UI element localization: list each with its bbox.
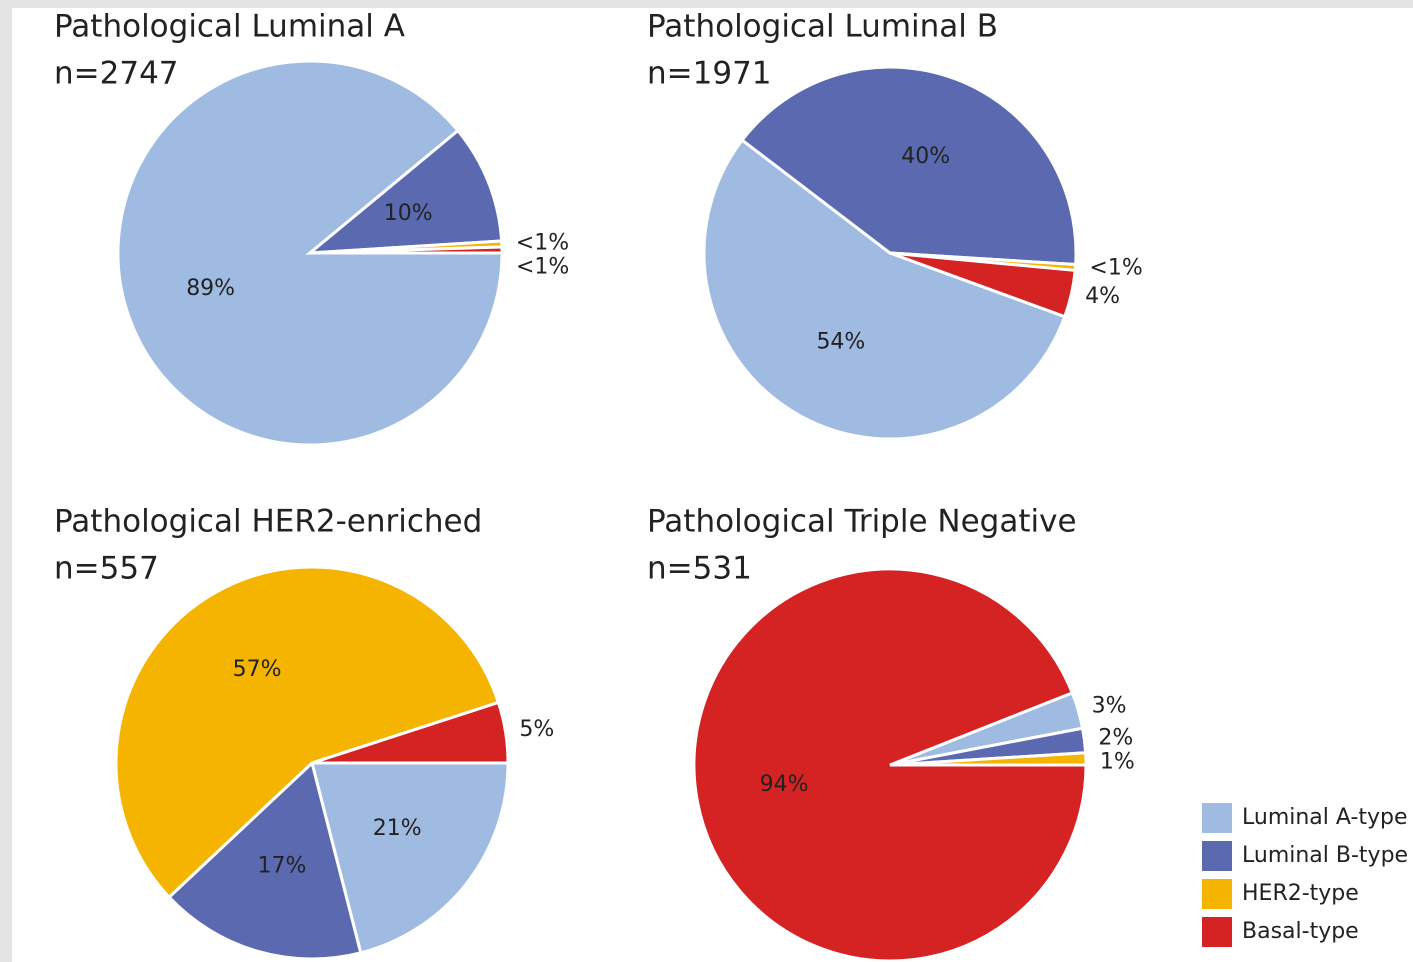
- value-label: 3%: [1092, 693, 1127, 718]
- value-label: <1%: [1089, 256, 1142, 281]
- value-label: 1%: [1100, 750, 1135, 775]
- value-label: 4%: [1085, 284, 1120, 309]
- value-label: 2%: [1098, 726, 1133, 751]
- value-label: 21%: [373, 816, 422, 841]
- pie-slice: [310, 761, 510, 955]
- pie-slice: [702, 138, 1067, 441]
- legend-label: Luminal A-type: [1242, 805, 1408, 830]
- legend-label: Luminal B-type: [1242, 843, 1408, 868]
- legend-label: Basal-type: [1242, 919, 1359, 944]
- chart-subtitle: n=1971: [647, 56, 772, 92]
- value-label: <1%: [516, 254, 569, 279]
- chart-title: Pathological HER2-enriched: [54, 504, 482, 540]
- pie-slice: [114, 565, 501, 900]
- chart-subtitle: n=531: [647, 551, 752, 587]
- value-label: 17%: [257, 854, 306, 879]
- value-label: 94%: [760, 772, 809, 797]
- chart-subtitle: n=557: [54, 551, 159, 587]
- value-label: 5%: [519, 717, 554, 742]
- chart-title: Pathological Luminal B: [647, 9, 998, 45]
- value-label: 57%: [233, 657, 282, 682]
- chart-title: Pathological Triple Negative: [647, 504, 1077, 540]
- pie-slice: [889, 251, 1077, 319]
- chart-title: Pathological Luminal A: [54, 9, 405, 45]
- pie-slice: [740, 65, 1078, 267]
- value-label: 54%: [816, 330, 865, 355]
- value-label: 40%: [901, 144, 950, 169]
- pie-slice: [167, 760, 363, 961]
- value-label: 89%: [186, 276, 235, 301]
- chart-subtitle: n=2747: [54, 56, 179, 92]
- legend-swatch: [1202, 841, 1232, 871]
- pie-slice: [311, 700, 510, 765]
- legend-label: HER2-type: [1242, 881, 1359, 906]
- legend-swatch: [1202, 803, 1232, 833]
- pie-slice: [692, 567, 1088, 962]
- value-label: 10%: [384, 201, 433, 226]
- pie-slice: [309, 245, 504, 255]
- legend-swatch: [1202, 879, 1232, 909]
- pie-slice: [305, 128, 504, 255]
- value-label: <1%: [516, 230, 569, 255]
- legend-swatch: [1202, 917, 1232, 947]
